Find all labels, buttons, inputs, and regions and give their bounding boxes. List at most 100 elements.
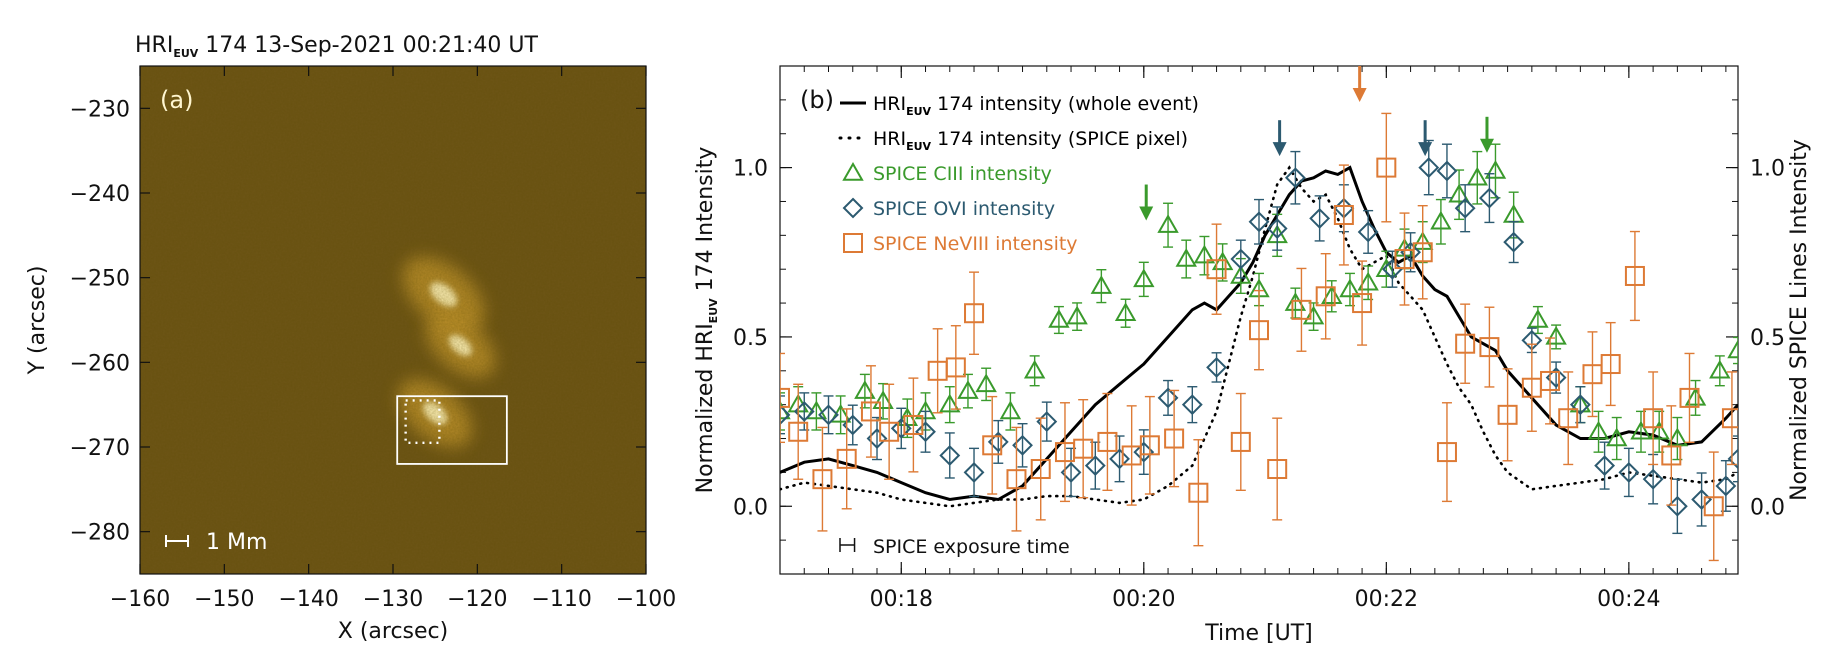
square-point [1661, 445, 1682, 466]
diamond-point [939, 445, 961, 466]
square-point [1249, 320, 1269, 341]
square-point [780, 387, 790, 408]
legend-label-rest: 174 intensity (SPICE pixel) [931, 128, 1188, 150]
diamond-point [963, 461, 985, 483]
b-ytick-label-left: 0.0 [733, 495, 768, 520]
triangle-point [939, 393, 961, 413]
diamond-point [1478, 187, 1500, 209]
diamond-point [1181, 394, 1203, 416]
scale-bar-label: 1 Mm [206, 530, 267, 555]
triangle-point [1133, 268, 1155, 288]
triangle-point [1684, 386, 1707, 406]
legend-label: HRIEUV 174 intensity (SPICE pixel) [873, 128, 1188, 153]
b-ytick-label-right: 0.5 [1750, 326, 1785, 351]
exposure-label: SPICE exposure time [873, 536, 1070, 558]
triangle-point [1302, 305, 1325, 325]
triangle-point [1321, 285, 1343, 305]
square-point [788, 421, 809, 442]
diamond-point [1230, 248, 1252, 270]
square-point [879, 421, 900, 442]
b-ytick-label-right: 1.0 [1750, 157, 1785, 182]
square-point [1164, 428, 1185, 449]
triangle-point [1375, 258, 1398, 277]
square-point [1721, 408, 1738, 429]
legend-label-main: SPICE NeVIII intensity [873, 233, 1078, 255]
arrow-2 [1352, 66, 1367, 102]
triangle-point [1114, 302, 1137, 321]
arrow-head [1418, 142, 1433, 157]
triangle-point [1709, 359, 1731, 379]
triangle-point [1587, 420, 1610, 440]
diamond-point [890, 417, 912, 439]
a-xtick-label: −160 [110, 587, 170, 612]
b-xtick-label: 00:18 [870, 587, 933, 612]
triangle-point [1727, 339, 1738, 359]
panel-a-ylabel: Y (arcsec) [25, 266, 50, 376]
plot-frame [779, 65, 1739, 575]
diamond-point [1569, 394, 1591, 416]
b-xtick-label: 00:24 [1597, 587, 1660, 612]
square-point [1600, 354, 1621, 375]
triangle-point [1284, 292, 1307, 311]
square-point [964, 303, 985, 324]
square-point [1230, 431, 1251, 452]
legend-label-sub: EUV [906, 105, 931, 118]
square-point [1097, 431, 1118, 452]
legend-label: SPICE NeVIII intensity [873, 233, 1078, 255]
triangle-point [1023, 359, 1046, 379]
square-point [1497, 404, 1518, 425]
a-xtick-label: −150 [194, 587, 254, 612]
square-point [860, 401, 881, 422]
square-point [945, 357, 966, 378]
square-point [1643, 408, 1664, 429]
diamond-point [1084, 455, 1106, 477]
triangle-point [1357, 271, 1379, 291]
legend: HRIEUV 174 intensity (whole event)HRIEUV… [838, 93, 1199, 255]
triangle-point [1466, 166, 1489, 186]
triangle-point [854, 380, 876, 399]
square-point [1188, 482, 1209, 503]
square-point [1352, 293, 1373, 314]
triangle-point [957, 380, 979, 399]
arrow-0 [1139, 184, 1154, 221]
diamond-point [818, 404, 839, 426]
diamond-point [1266, 218, 1288, 239]
legend-marker [842, 161, 864, 181]
square-point [1455, 333, 1476, 354]
legend-label-main: HRI [873, 93, 906, 115]
triangle-point [1545, 325, 1567, 345]
b-xtick-label: 00:22 [1355, 587, 1418, 612]
arrow-4 [1479, 116, 1494, 153]
square-point [982, 435, 1003, 456]
legend-label-rest: 174 intensity (whole event) [931, 93, 1199, 115]
triangle-point [1630, 420, 1652, 440]
triangle-point [1230, 264, 1252, 284]
square-point [1139, 435, 1160, 456]
legend-item-3: SPICE OVI intensity [842, 197, 1055, 220]
diamond-point [1503, 231, 1525, 253]
panel-a-label: (a) [160, 86, 193, 114]
diamond-point [1357, 221, 1379, 243]
triangle-point [1430, 210, 1452, 230]
panel-b-label: (b) [800, 86, 834, 114]
square-point [1206, 259, 1227, 280]
square-point [1679, 387, 1700, 408]
diamond-point [1594, 455, 1616, 477]
triangle-point [1211, 251, 1234, 271]
legend-item-1: HRIEUV 174 intensity (SPICE pixel) [838, 128, 1188, 153]
panel-b-ylabel-right: Normalized SPICE Lines Intensity [1787, 139, 1812, 501]
triangle-point [1666, 427, 1689, 447]
diamond-point [1248, 211, 1270, 233]
triangle-point [1157, 214, 1179, 233]
a-ytick-label: −260 [70, 351, 130, 376]
diamond-point [1284, 167, 1306, 189]
square-point [1333, 205, 1354, 226]
scale-bar: 1 Mm [165, 530, 267, 555]
spice-pixel-line [780, 165, 1738, 508]
series-4 [780, 112, 1738, 562]
a-ytick-label: −250 [70, 267, 130, 292]
series-3 [780, 139, 1738, 535]
legend-item-0: HRIEUV 174 intensity (whole event) [840, 93, 1199, 118]
diamond-point [1436, 160, 1458, 182]
